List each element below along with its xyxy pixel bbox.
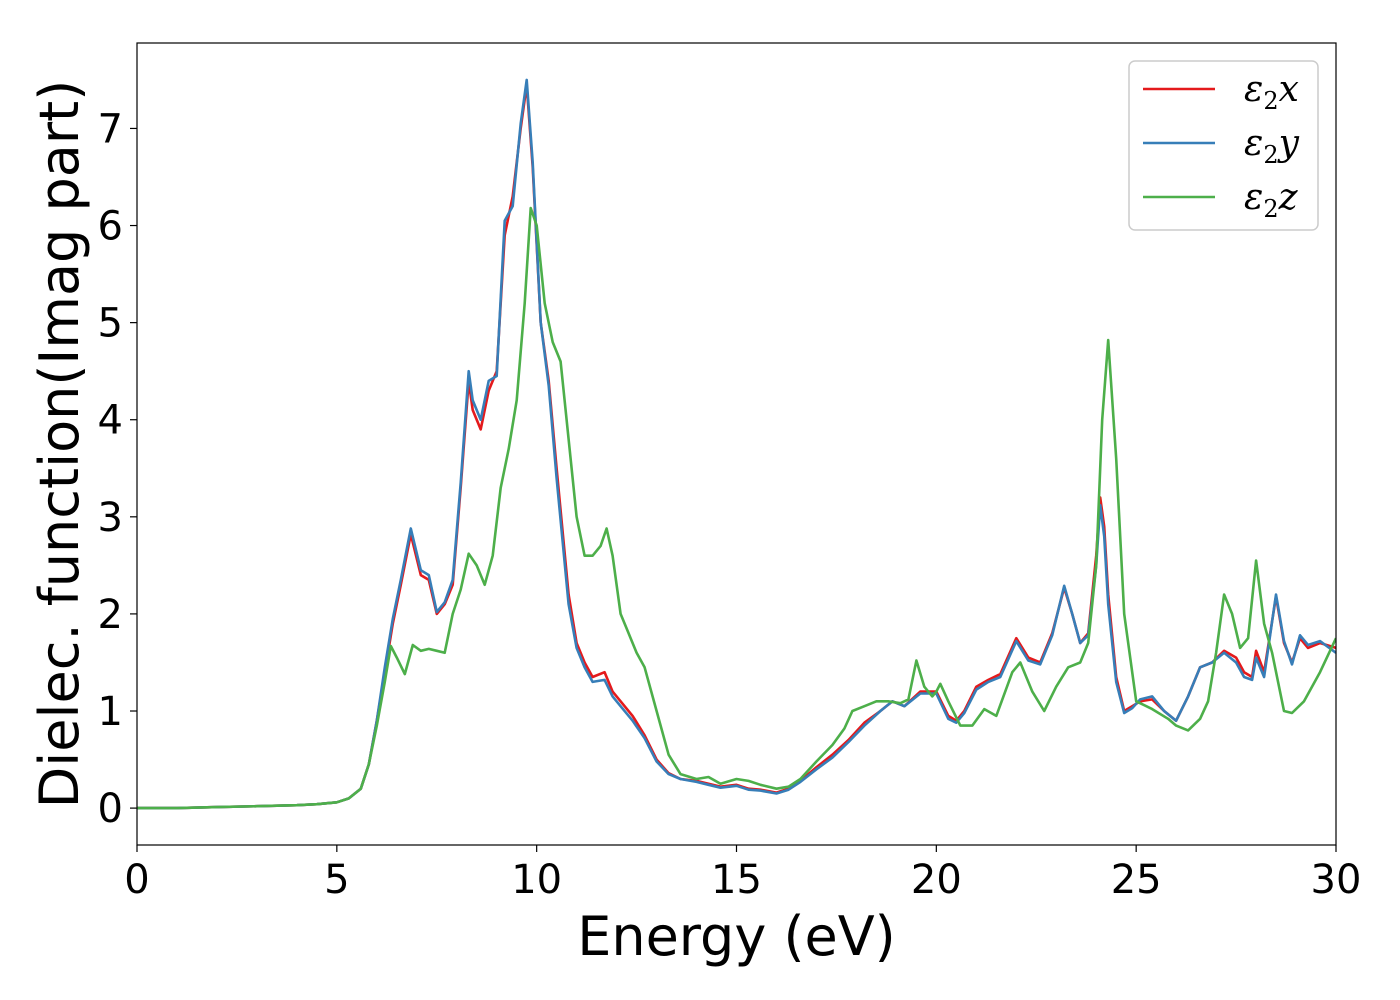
- legend-box: [1128, 60, 1319, 231]
- x-tick-label: 5: [324, 857, 349, 903]
- y-tick-label: 4: [98, 398, 123, 444]
- y-tick-label: 1: [98, 689, 123, 735]
- y-tick-label: 6: [98, 204, 123, 250]
- x-tick-label: 0: [124, 857, 149, 903]
- x-tick-label: 10: [511, 857, 562, 903]
- x-axis-label: Energy (eV): [577, 905, 896, 968]
- x-tick-label: 25: [1111, 857, 1162, 903]
- x-tick-label: 15: [711, 857, 762, 903]
- series-line-y: [137, 78, 1336, 810]
- legend-label-x: ε2x: [1244, 69, 1299, 115]
- y-tick-label: 0: [98, 786, 123, 832]
- x-tick-label: 20: [911, 857, 962, 903]
- x-axis-ticks: 0 5 10 15 20 25 30: [124, 845, 1361, 903]
- y-tick-label: 3: [98, 495, 123, 541]
- y-tick-label: 7: [98, 106, 123, 152]
- legend: ε2x ε2y ε2z: [1128, 60, 1319, 231]
- series-line-z: [137, 206, 1336, 810]
- legend-label-y: ε2y: [1244, 123, 1300, 169]
- y-tick-label: 2: [98, 592, 123, 638]
- series-layer: [137, 78, 1336, 810]
- x-tick-label: 30: [1311, 857, 1362, 903]
- y-axis-ticks: 0 1 2 3 4 5 6 7: [98, 106, 137, 832]
- y-tick-label: 5: [98, 301, 123, 347]
- legend-label-z: ε2z: [1244, 177, 1299, 223]
- y-axis-label: Dielec. function(Imag part): [28, 80, 91, 809]
